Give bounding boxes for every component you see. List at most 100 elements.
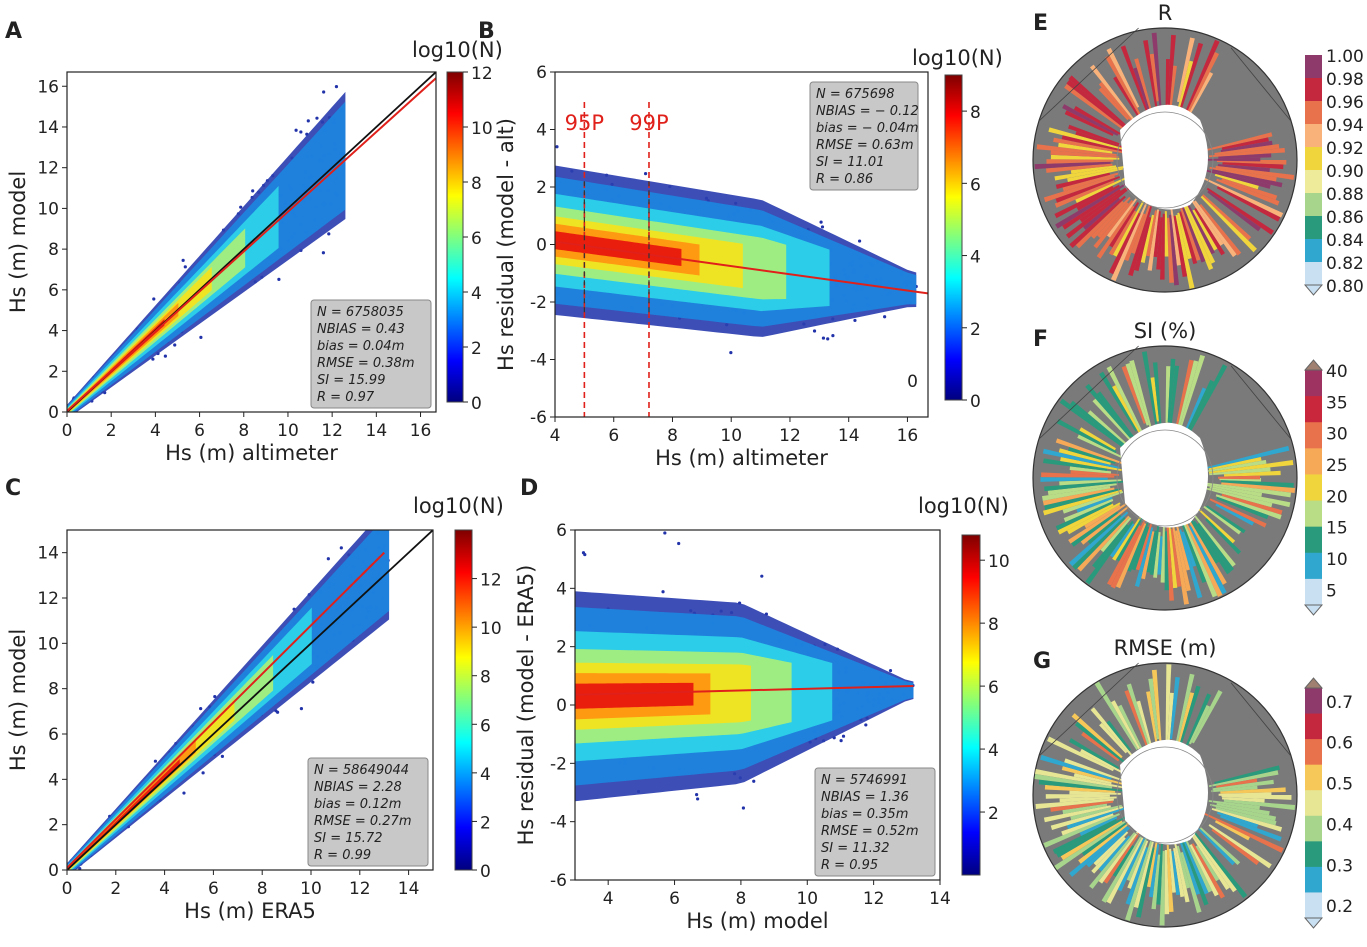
- ocean-value-wedge: [1215, 494, 1282, 520]
- ocean-value-wedge: [1091, 837, 1126, 874]
- ocean-value-wedge: [1120, 45, 1149, 112]
- ocean-value-wedge: [1038, 779, 1126, 792]
- stats-line: R = 0.97: [317, 390, 375, 405]
- x-tick-label: 14: [366, 421, 388, 441]
- y-tick-label: -4: [530, 351, 547, 371]
- stats-line: RMSE = 0.38m: [317, 356, 414, 371]
- ocean-value-wedge: [1206, 169, 1271, 189]
- panel-a: A 0 2 4 6 8 10 12 14 16 0 2 4 6 8 10 12 14 16 Hs (m) altime…: [5, 19, 503, 465]
- y-tick-label: 14: [37, 118, 59, 138]
- ocean-value-wedge: [1068, 511, 1129, 567]
- colorbar-tick-label: 0.84: [1326, 231, 1364, 251]
- stats-line: N = 58649044: [314, 763, 409, 778]
- colorbar-tick-label: 12: [471, 64, 493, 84]
- density-layer: [67, 759, 180, 870]
- ocean-value-wedge: [1075, 131, 1124, 149]
- scatter-point: [555, 145, 559, 149]
- ocean-value-wedge: [1082, 197, 1121, 231]
- stats-box: [307, 757, 429, 867]
- ocean-value-wedge: [1034, 161, 1111, 170]
- colorbar-segment: [1305, 396, 1322, 423]
- colorbar-segment: [1305, 262, 1322, 286]
- x-tick-label: 8: [735, 889, 746, 909]
- ocean-value-wedge: [1208, 147, 1285, 158]
- ocean-value-wedge: [1076, 184, 1120, 211]
- y-tick-label: 4: [536, 121, 547, 141]
- scatter-point: [294, 128, 298, 132]
- ocean-value-wedge: [1089, 831, 1136, 889]
- ocean-value-wedge: [1157, 536, 1163, 575]
- x-tick-label: 4: [159, 879, 170, 899]
- ocean-value-wedge: [1054, 819, 1128, 871]
- ocean-value-wedge: [1043, 175, 1115, 203]
- y-tick-label: 4: [48, 770, 59, 790]
- y-tick-label: 8: [48, 680, 59, 700]
- map-title: SI (%): [1134, 319, 1197, 343]
- density-layer: [555, 231, 682, 267]
- coastline: [1039, 662, 1291, 756]
- scatter-point: [173, 343, 177, 347]
- ocean-value-wedge: [1211, 828, 1260, 866]
- ocean-value-wedge: [1176, 42, 1204, 120]
- colorbar: [961, 534, 981, 876]
- colorbar-tick-label: 5: [1326, 581, 1337, 601]
- y-axis-label: Hs residual (model - alt): [494, 118, 518, 371]
- ocean-value-wedge: [1047, 483, 1117, 496]
- colorbar-tick-label: 12: [480, 571, 502, 591]
- ocean-value-wedge: [1205, 157, 1261, 162]
- ocean-value-wedge: [1218, 153, 1272, 159]
- scatter-point: [820, 225, 825, 229]
- ocean-value-wedge: [1129, 359, 1153, 432]
- colorbar-tick-label: 4: [970, 248, 981, 268]
- colorbar-tick-label: 2: [970, 320, 981, 340]
- x-tick-label: 10: [720, 426, 742, 446]
- scatter-point: [819, 220, 823, 224]
- ocean-value-wedge: [1109, 202, 1140, 248]
- ocean-value-wedge: [1214, 173, 1259, 190]
- stats-line: NBIAS = − 0.12: [816, 104, 919, 119]
- ocean-value-wedge: [1096, 205, 1135, 259]
- colorbar-segment: [1305, 101, 1322, 125]
- colorbar-tick-label: 0.5: [1326, 775, 1353, 795]
- ocean-value-wedge: [1167, 34, 1176, 107]
- ocean-value-wedge: [1211, 169, 1283, 188]
- ocean-value-wedge: [1176, 60, 1194, 115]
- plot-content: [575, 531, 915, 810]
- stats-line: RMSE = 0.27m: [314, 814, 411, 829]
- colorbar-tick-label: 2: [988, 804, 999, 824]
- ocean-value-wedge: [1148, 678, 1160, 740]
- panel-c: C 0 2 4 6 8 10 12 14 0 2 4 6 8 10 12 14 Hs (m) ERA5 Hs (m)…: [5, 476, 504, 923]
- ocean-value-wedge: [1169, 203, 1181, 266]
- colorbar-tick-label: 0.92: [1326, 139, 1364, 159]
- ocean-value-wedge: [1044, 480, 1124, 492]
- panel-label: G: [1033, 649, 1051, 674]
- ocean-value-wedge: [1185, 200, 1215, 255]
- ocean-value-wedge: [1098, 87, 1130, 121]
- colorbar-segment: [1305, 448, 1322, 475]
- ocean-value-wedge: [1203, 177, 1284, 218]
- x-axis-label: Hs (m) altimeter: [165, 441, 338, 465]
- ocean-value-wedge: [1045, 794, 1110, 799]
- ocean-value-wedge: [1173, 359, 1194, 435]
- ocean-value-wedge: [1202, 194, 1252, 241]
- corner-note: 0: [907, 372, 918, 392]
- ocean-value-wedge: [1075, 200, 1124, 249]
- ocean-value-wedge: [1179, 211, 1198, 265]
- ocean-value-wedge: [1070, 470, 1120, 476]
- ocean-value-wedge: [1181, 841, 1209, 906]
- x-tick-label: 2: [110, 879, 121, 899]
- coastline: [1039, 27, 1291, 121]
- ocean-value-wedge: [1061, 766, 1126, 786]
- stats-line: R = 0.99: [314, 848, 371, 863]
- ocean-value-wedge: [1221, 137, 1269, 150]
- ocean-value-wedge: [1043, 458, 1108, 471]
- ocean-value-wedge: [1071, 713, 1123, 759]
- ocean-value-wedge: [1221, 797, 1265, 803]
- ocean-value-wedge: [1127, 521, 1149, 572]
- ocean-value-wedge: [1052, 818, 1117, 855]
- scatter-point: [826, 337, 830, 341]
- ocean-value-wedge: [1107, 525, 1141, 586]
- ocean-value-wedge: [1216, 160, 1287, 165]
- ocean-value-wedge: [1105, 55, 1142, 117]
- ocean-value-wedge: [1110, 197, 1150, 282]
